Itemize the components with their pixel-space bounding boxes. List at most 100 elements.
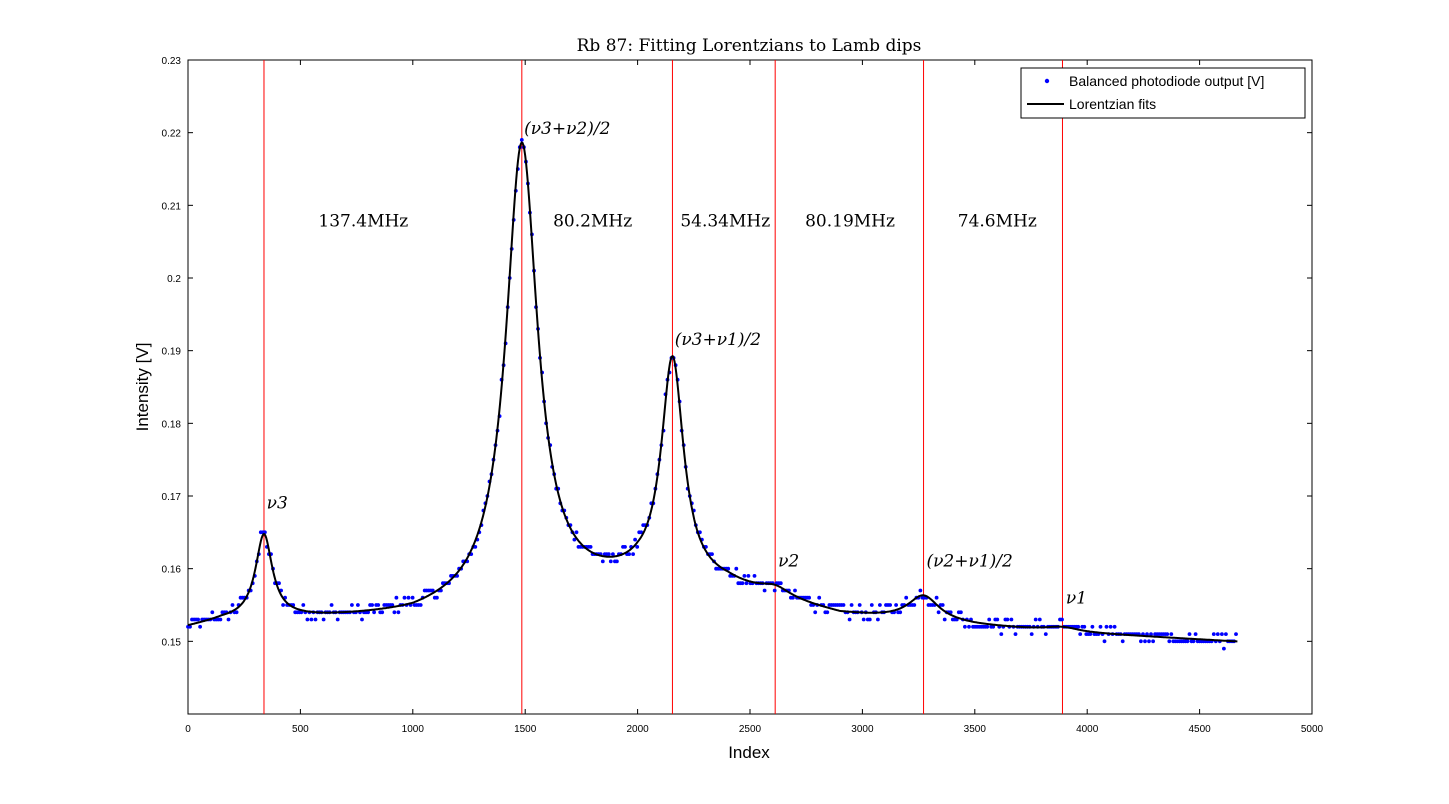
- data-point: [234, 610, 239, 615]
- data-point: [1088, 632, 1093, 636]
- data-point: [321, 617, 326, 622]
- peak-label: ν1: [1066, 589, 1087, 609]
- data-point: [1090, 624, 1095, 629]
- data-point: [746, 574, 751, 578]
- data-point: [1076, 624, 1081, 629]
- data-point: [912, 603, 917, 607]
- data-point: [744, 581, 749, 586]
- data-point: [1185, 639, 1190, 644]
- data-point: [1060, 617, 1064, 622]
- data-point: [1139, 639, 1143, 644]
- data-point: [574, 530, 579, 535]
- data-point: [198, 624, 203, 629]
- data-point: [600, 559, 605, 564]
- axis-ticks: 0 500 1000 1500 2000 2500 3000 3500 4000 4500 5000…: [162, 56, 1324, 735]
- data-point: [1009, 617, 1014, 622]
- data-point: [1112, 624, 1117, 629]
- x-tick-label: 4000: [1076, 724, 1099, 735]
- data-point: [987, 617, 992, 622]
- data-point: [1147, 639, 1151, 644]
- data-point: [762, 588, 767, 593]
- data-point: [396, 610, 401, 615]
- data-point: [631, 552, 635, 556]
- x-tick-label: 1500: [514, 724, 537, 735]
- data-point: [572, 537, 577, 542]
- data-point: [1193, 632, 1198, 636]
- data-point: [372, 610, 376, 615]
- data-point: [1013, 632, 1018, 636]
- data-point: [309, 617, 314, 622]
- spacing-annotation: 54.34MHz: [680, 211, 770, 231]
- data-point: [313, 617, 318, 622]
- data-point: [1215, 632, 1220, 636]
- legend-marker-points: [1044, 78, 1050, 84]
- y-axis-label: Intensity [V]: [133, 343, 152, 432]
- y-tick-label: 0.23: [162, 56, 182, 67]
- y-tick-label: 0.2: [167, 274, 181, 285]
- data-point: [857, 603, 862, 607]
- x-tick-label: 3000: [851, 724, 874, 735]
- peak-label: ν3: [267, 493, 288, 513]
- y-tick-label: 0.16: [162, 565, 182, 576]
- x-tick-label: 0: [185, 724, 191, 735]
- data-point: [1102, 639, 1107, 644]
- data-point: [963, 624, 967, 629]
- y-tick-label: 0.21: [162, 201, 182, 212]
- y-tick-label: 0.17: [162, 492, 182, 503]
- y-tick-label: 0.22: [162, 129, 182, 140]
- data-point: [410, 595, 415, 600]
- data-point: [380, 610, 385, 615]
- legend-box: [1020, 67, 1306, 119]
- data-point: [934, 595, 939, 600]
- data-point: [329, 603, 334, 607]
- data-point: [1005, 617, 1010, 622]
- data-point: [940, 603, 945, 607]
- data-point: [1167, 639, 1172, 644]
- data-point: [606, 552, 611, 556]
- data-point: [418, 603, 423, 607]
- data-point: [793, 588, 797, 593]
- data-point: [841, 603, 846, 607]
- data-point: [435, 595, 439, 600]
- y-tick-label: 0.19: [162, 347, 182, 358]
- peak-label: (ν3+ν2)/2: [524, 119, 610, 139]
- data-point: [791, 595, 795, 600]
- data-point: [1082, 624, 1087, 629]
- data-point: [898, 610, 903, 615]
- data-point: [1043, 632, 1048, 636]
- data-point: [611, 552, 615, 556]
- x-tick-label: 500: [292, 724, 309, 735]
- data-point: [1149, 632, 1153, 636]
- chart-title: Rb 87: Fitting Lorentzians to Lamb dips: [577, 36, 922, 56]
- annotations: 137.4MHz 80.2MHz 54.34MHz 80.19MHz 74.6MHz ν3…: [267, 119, 1087, 608]
- data-point: [817, 595, 822, 600]
- data-point: [1029, 632, 1034, 636]
- spacing-annotation: 137.4MHz: [318, 211, 408, 231]
- data-point: [888, 603, 892, 607]
- data-point: [959, 610, 963, 615]
- y-tick-label: 0.15: [162, 637, 182, 648]
- y-tick-label: 0.18: [162, 419, 182, 430]
- data-point: [825, 610, 830, 615]
- data-point: [1222, 646, 1226, 651]
- x-tick-label: 3500: [964, 724, 987, 735]
- data-point: [210, 610, 215, 615]
- data-point: [985, 624, 990, 629]
- data-point: [1098, 624, 1103, 629]
- data-point: [335, 617, 340, 622]
- data-point: [1169, 632, 1174, 636]
- data-point: [370, 603, 374, 607]
- data-point: [999, 632, 1004, 636]
- spacing-annotation: 80.19MHz: [805, 211, 895, 231]
- data-point: [807, 595, 811, 600]
- data-point: [991, 624, 996, 629]
- data-point: [752, 574, 757, 578]
- x-tick-label: 5000: [1301, 724, 1324, 735]
- data-point: [1234, 632, 1238, 636]
- x-tick-label: 2500: [739, 724, 762, 735]
- vertical-lines: [263, 60, 1063, 714]
- data-point: [742, 574, 747, 578]
- data-point: [277, 581, 281, 586]
- legend-label-fit: Lorentzian fits: [1069, 96, 1156, 112]
